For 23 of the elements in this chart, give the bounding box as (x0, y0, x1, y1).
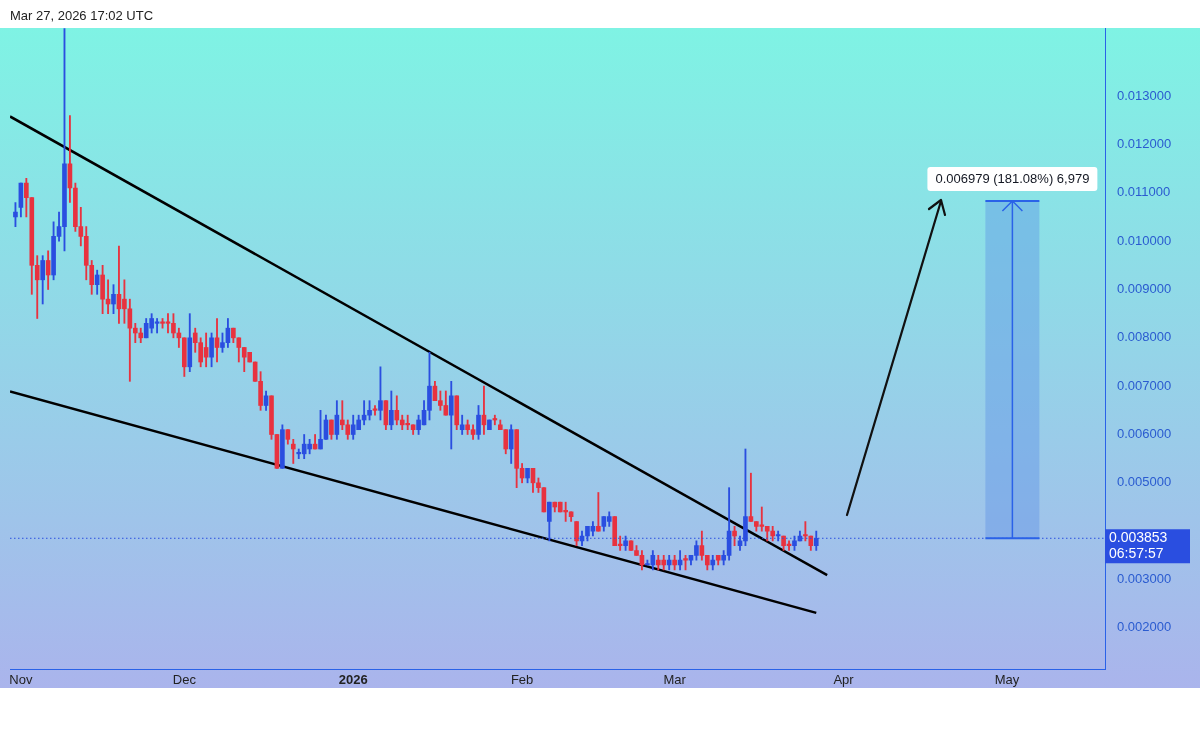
candlestick (803, 521, 808, 542)
candlestick (596, 492, 601, 532)
y-tick-label: 0.007000 (1117, 377, 1172, 393)
ref-line-label: 0.003853 06:57:57 (1109, 529, 1168, 562)
y-tick-label: 0.003000 (1117, 571, 1172, 587)
x-tick-label: Dec (172, 671, 197, 687)
x-tick-label: 2026 (338, 671, 368, 687)
x-tick-label: May (994, 671, 1020, 687)
y-tick-label: 0.011000 (1117, 184, 1171, 200)
y-tick-label: 0.006000 (1117, 426, 1172, 442)
x-tick-label: Apr (833, 671, 855, 687)
text: Mar 27, 2026 17:02 UTC (10, 7, 154, 23)
y-tick-label: 0.008000 (1117, 329, 1172, 345)
annotation: 0.006979 (181.08%) 6,979 (935, 170, 1090, 186)
x-tick-label: Feb (510, 671, 534, 687)
y-tick-label: 0.013000 (1117, 87, 1172, 103)
x-tick-label: Mar (663, 671, 687, 687)
y-tick-label: 0.002000 (1117, 619, 1172, 635)
y-tick-label: 0.010000 (1117, 232, 1172, 248)
y-tick-label: 0.012000 (1117, 136, 1172, 152)
y-tick-label: 0.009000 (1117, 281, 1172, 297)
x-tick-label: Nov (9, 671, 33, 687)
y-tick-label: 0.005000 (1117, 474, 1172, 490)
